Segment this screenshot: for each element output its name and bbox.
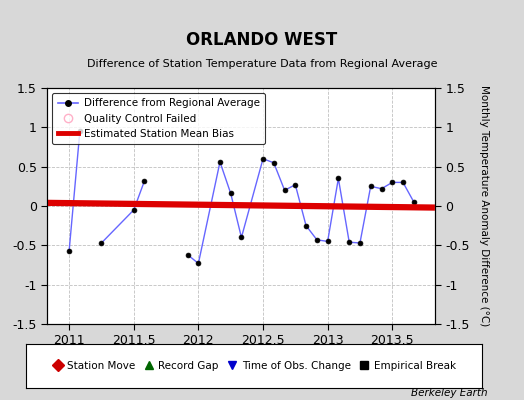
Legend: Station Move, Record Gap, Time of Obs. Change, Empirical Break: Station Move, Record Gap, Time of Obs. C…: [49, 358, 459, 374]
Text: Difference of Station Temperature Data from Regional Average: Difference of Station Temperature Data f…: [87, 59, 437, 69]
Text: Berkeley Earth: Berkeley Earth: [411, 388, 487, 398]
Y-axis label: Monthly Temperature Anomaly Difference (°C): Monthly Temperature Anomaly Difference (…: [479, 85, 489, 327]
Legend: Difference from Regional Average, Quality Control Failed, Estimated Station Mean: Difference from Regional Average, Qualit…: [52, 93, 265, 144]
Text: ORLANDO WEST: ORLANDO WEST: [187, 31, 337, 49]
